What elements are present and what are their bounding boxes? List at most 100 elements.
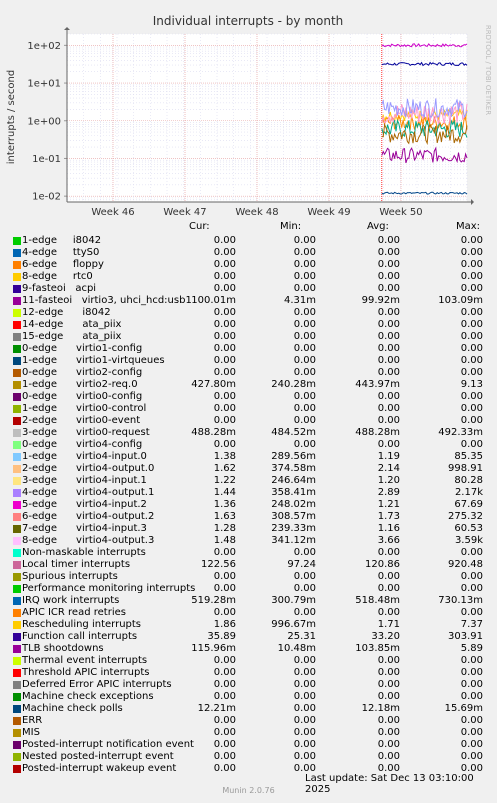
legend-header-cur: Cur: [189, 221, 210, 232]
legend-swatch [13, 273, 21, 281]
legend-min: 341.12m [271, 535, 316, 546]
legend-max: 0.00 [460, 727, 483, 738]
legend-row: 1-edge virtio0-control 0.00 0.00 0.00 0.00 [0, 403, 497, 415]
legend-max: 3.59k [454, 535, 483, 546]
legend-min: 374.58m [271, 463, 316, 474]
legend-swatch [13, 765, 21, 773]
x-tick-label: Week 46 [91, 207, 134, 218]
legend-max: 0.00 [460, 355, 483, 366]
legend-row: 1-edge i8042 0.00 0.00 0.00 0.00 [0, 235, 497, 247]
legend-cur: 0.00 [213, 763, 236, 774]
legend-min: 0.00 [293, 247, 316, 258]
legend-name: Posted-interrupt notification event [22, 739, 194, 750]
grid [66, 33, 468, 203]
legend-avg: 0.00 [377, 583, 400, 594]
legend-avg: 0.00 [377, 367, 400, 378]
legend-avg: 0.00 [377, 235, 400, 246]
legend-max: 0.00 [460, 367, 483, 378]
legend-max: 2.17k [454, 487, 483, 498]
legend-min: 0.00 [293, 667, 316, 678]
legend-max: 275.32 [448, 511, 483, 522]
legend-min: 10.48m [277, 643, 316, 654]
legend-swatch [13, 573, 21, 581]
legend-swatch [13, 357, 21, 365]
legend-cur: 427.80m [191, 379, 236, 390]
legend-max: 80.28 [454, 475, 483, 486]
legend-max: 0.00 [460, 583, 483, 594]
legend-swatch [13, 597, 21, 605]
legend-min: 0.00 [293, 727, 316, 738]
chart-title: Individual interrupts - by month [153, 14, 344, 28]
legend-swatch [13, 717, 21, 725]
legend-min: 0.00 [293, 547, 316, 558]
legend-max: 15.69m [444, 703, 483, 714]
legend-swatch [13, 489, 21, 497]
legend-cur: 1.36 [213, 499, 236, 510]
legend-max: 0.00 [460, 751, 483, 762]
legend-max: 0.00 [460, 271, 483, 282]
legend-cur: 488.28m [191, 427, 236, 438]
legend-avg: 1.20 [377, 475, 400, 486]
legend-max: 0.00 [460, 343, 483, 354]
legend-min: 0.00 [293, 403, 316, 414]
legend-row: Thermal event interrupts 0.00 0.00 0.00 0.00 [0, 655, 497, 667]
legend-header-avg: Avg: [367, 221, 389, 232]
legend-avg: 12.18m [361, 703, 400, 714]
legend-name: Spurious interrupts [22, 571, 118, 582]
legend-row: 8-edge rtc0 0.00 0.00 0.00 0.00 [0, 271, 497, 283]
legend-cur: 0.00 [213, 235, 236, 246]
legend-avg: 3.66 [377, 535, 400, 546]
legend-cur: 0.00 [213, 571, 236, 582]
legend-max: 0.00 [460, 547, 483, 558]
legend-cur: 0.00 [213, 679, 236, 690]
legend-name: 1-edge i8042 [22, 235, 102, 246]
legend-min: 0.00 [293, 679, 316, 690]
legend-name: 6-edge floppy [22, 259, 104, 270]
legend-row: Deferred Error APIC interrupts 0.00 0.00 0.… [0, 679, 497, 691]
legend-cur: 1.48 [213, 535, 236, 546]
legend-header-max: Max: [456, 221, 481, 232]
legend-swatch [13, 621, 21, 629]
legend-min: 240.28m [271, 379, 316, 390]
legend-swatch [13, 705, 21, 713]
legend-min: 97.24 [287, 559, 316, 570]
legend-swatch [13, 513, 21, 521]
legend-min: 0.00 [293, 319, 316, 330]
series-line [381, 119, 468, 139]
legend-swatch [13, 249, 21, 257]
legend-swatch [13, 453, 21, 461]
legend-swatch [13, 477, 21, 485]
munin-version: Munin 2.0.76 [222, 786, 275, 795]
legend-swatch [13, 417, 21, 425]
legend-name: 8-edge virtio4-output.3 [22, 535, 155, 546]
legend-avg: 0.00 [377, 319, 400, 330]
legend-cur: 0.00 [213, 355, 236, 366]
y-axis-label: interrupts / second [6, 70, 17, 164]
legend-avg: 0.00 [377, 415, 400, 426]
legend-max: 0.00 [460, 307, 483, 318]
legend-row: 2-edge virtio4-output.0 1.62 374.58m 2.14 99… [0, 463, 497, 475]
legend-row: 12-edge i8042 0.00 0.00 0.00 0.00 [0, 307, 497, 319]
legend-name: 3-edge virtio0-request [22, 427, 150, 438]
legend-min: 0.00 [293, 283, 316, 294]
legend-row: 3-edge virtio0-request 488.28m 484.52m 488.… [0, 427, 497, 439]
legend-swatch [13, 309, 21, 317]
interrupts-chart: Individual interrupts - by month interru… [0, 0, 497, 221]
legend-row: ERR 0.00 0.00 0.00 0.00 [0, 715, 497, 727]
legend-avg: 488.28m [355, 427, 400, 438]
legend-swatch [13, 297, 21, 305]
legend-swatch [13, 369, 21, 377]
legend-max: 5.89 [460, 643, 483, 654]
legend-cur: 0.00 [213, 367, 236, 378]
legend-row: 6-edge virtio4-output.2 1.63 308.57m 1.73 27… [0, 511, 497, 523]
legend-cur: 0.00 [213, 331, 236, 342]
legend-avg: 33.20 [371, 631, 400, 642]
legend-max: 9.13 [460, 379, 483, 390]
legend-max: 0.00 [460, 247, 483, 258]
legend-avg: 0.00 [377, 439, 400, 450]
legend-cur: 0.00 [213, 739, 236, 750]
legend-cur: 1.44 [213, 487, 236, 498]
legend-max: 0.00 [460, 655, 483, 666]
legend-cur: 1.86 [213, 619, 236, 630]
legend-name: 5-edge virtio4-input.2 [22, 499, 147, 510]
